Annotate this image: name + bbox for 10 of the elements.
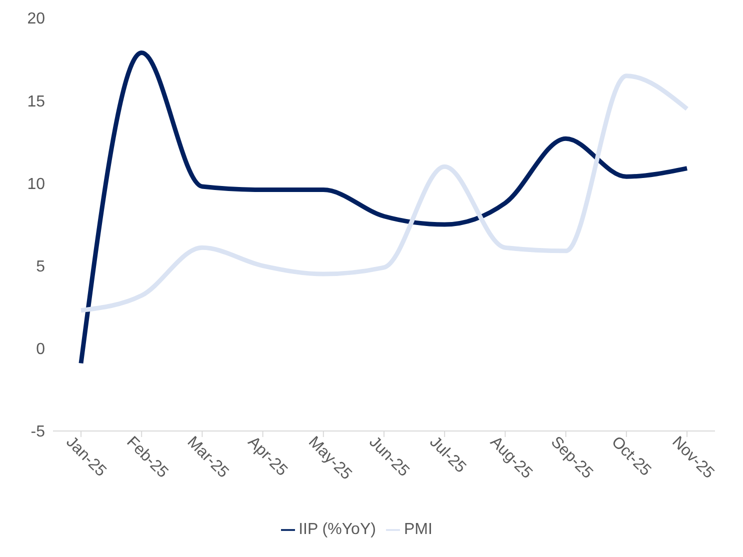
y-tick-label: 15 bbox=[27, 93, 46, 110]
line-series bbox=[78, 50, 690, 366]
y-tick-label: 5 bbox=[36, 258, 46, 276]
y-tick-label: 10 bbox=[27, 176, 46, 193]
line-series bbox=[78, 74, 690, 313]
y-tick-label: -5 bbox=[30, 424, 46, 441]
legend-label: IIP (%YoY) bbox=[298, 521, 376, 538]
legend-label: PMI bbox=[404, 521, 432, 538]
y-tick-label: 0 bbox=[36, 341, 46, 358]
y-tick-label: 20 bbox=[27, 10, 46, 28]
